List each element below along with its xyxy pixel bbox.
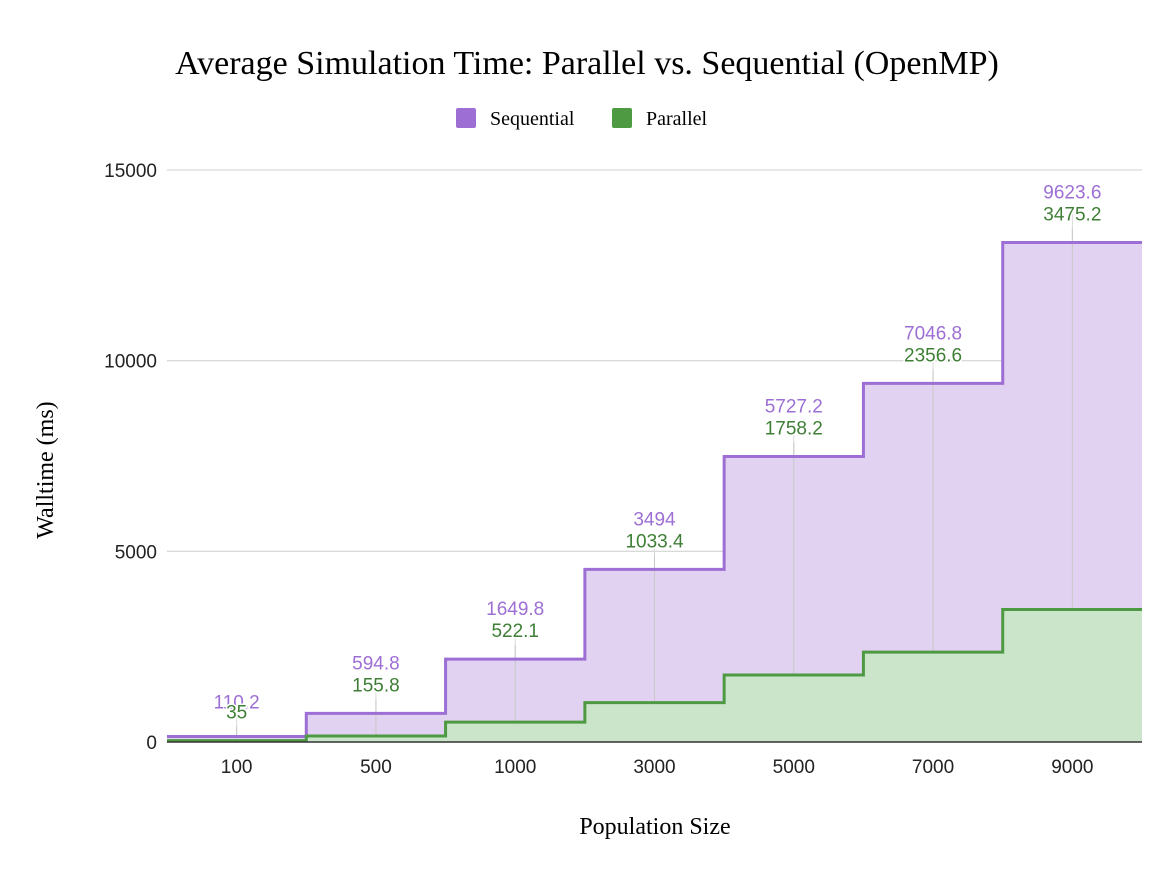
x-tick-label: 5000 [773, 757, 815, 778]
data-label-parallel: 522.1 [491, 621, 539, 642]
area-sequential [167, 242, 1142, 743]
y-tick-label: 10000 [104, 352, 157, 373]
x-axis-title: Population Size [579, 814, 730, 840]
y-tick-label: 15000 [104, 161, 157, 182]
y-axis-ticks: 0 5000 10000 15000 [104, 161, 157, 754]
x-tick-label: 500 [360, 757, 392, 778]
data-label-parallel: 2356.6 [904, 345, 962, 366]
data-label-sequential: 7046.8 [904, 323, 962, 344]
y-axis-title: Walltime (ms) [33, 401, 59, 538]
line-parallel[interactable] [167, 607, 1142, 743]
series-lines [167, 240, 1142, 743]
legend-swatch-parallel[interactable] [612, 108, 632, 128]
x-tick-label: 1000 [494, 757, 536, 778]
data-label-parallel: 3475.2 [1043, 204, 1101, 225]
y-tick-label: 5000 [115, 542, 157, 563]
legend-label-parallel: Parallel [646, 108, 708, 130]
line-sequential[interactable] [167, 240, 1142, 738]
data-label-parallel: 1033.4 [625, 531, 684, 552]
data-label-sequential: 594.8 [352, 653, 400, 674]
legend-swatch-sequential[interactable] [456, 108, 476, 128]
x-tick-label: 3000 [633, 757, 675, 778]
x-axis-ticks: 100 500 1000 3000 5000 7000 9000 [221, 757, 1094, 778]
chart-title: Average Simulation Time: Parallel vs. Se… [175, 45, 999, 82]
x-tick-label: 9000 [1051, 757, 1093, 778]
legend-label-sequential: Sequential [490, 108, 575, 130]
y-tick-label: 0 [146, 733, 157, 754]
label-leaders [236, 206, 1073, 741]
data-label-parallel: 1758.2 [765, 419, 823, 440]
data-label-sequential: 5727.2 [765, 397, 823, 418]
legend: Sequential Parallel [456, 108, 708, 130]
plot-area [167, 242, 1142, 743]
x-tick-label: 7000 [912, 757, 954, 778]
x-tick-label: 100 [221, 757, 253, 778]
area-parallel [167, 609, 1142, 742]
data-label-sequential: 9623.6 [1043, 182, 1101, 203]
data-label-sequential: 3494 [633, 509, 676, 530]
data-label-sequential: 1649.8 [486, 599, 544, 620]
data-label-parallel: 155.8 [352, 675, 400, 696]
data-label-parallel: 35 [226, 703, 247, 724]
data-label-sequential: 110.2 [214, 692, 260, 713]
